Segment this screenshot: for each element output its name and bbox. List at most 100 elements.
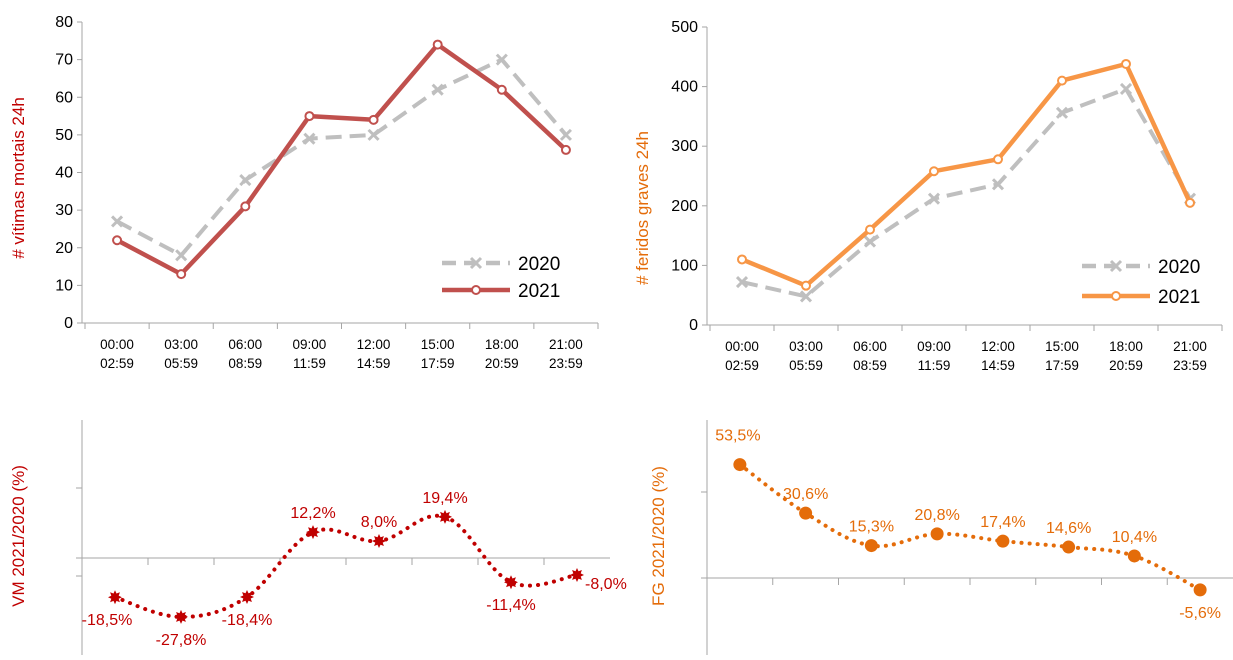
ratio-line xyxy=(737,462,1203,592)
data-point xyxy=(108,590,122,605)
data-point-2021 xyxy=(929,166,939,177)
x-tick-label: 08:59 xyxy=(853,358,887,373)
data-point xyxy=(504,575,518,590)
data-point-2021 xyxy=(112,235,123,246)
y-tick-label: 60 xyxy=(55,89,73,106)
data-label: -27,8% xyxy=(156,632,207,649)
x-tick-label: 18:00 xyxy=(485,337,519,352)
series-line-2020 xyxy=(741,87,1192,299)
legend: 2020 2021 xyxy=(442,254,560,302)
data-label: 12,2% xyxy=(290,505,335,522)
line-chart-injured: 0 100 200 300 400 500 00:00 02:59 03:00 05:59 06:0… xyxy=(633,19,1223,373)
x-tick-label: 23:59 xyxy=(549,356,583,371)
y-axis-label: # feridos graves 24h xyxy=(633,131,652,285)
data-label: 15,3% xyxy=(849,519,894,536)
x-tick-label: 21:00 xyxy=(1173,339,1207,354)
data-point-2021 xyxy=(993,154,1003,165)
x-tick-label: 15:00 xyxy=(421,337,455,352)
data-point xyxy=(864,539,878,553)
ratio-chart-injured: FG 2021/2020 (%) 53,5% 30,6% 15,3% 20,8% 17,4… xyxy=(649,420,1233,655)
x-tick-label: 09:00 xyxy=(917,339,951,354)
data-point-2021 xyxy=(1121,58,1131,69)
x-tick-label: 23:59 xyxy=(1173,358,1207,373)
x-tick-label: 11:59 xyxy=(918,358,951,373)
legend-marker-2020 xyxy=(1109,259,1123,273)
data-point-2020 xyxy=(991,178,1005,191)
data-point-2021 xyxy=(240,201,251,212)
x-tick-label: 20:59 xyxy=(1109,358,1143,373)
data-point-2020 xyxy=(303,132,316,145)
y-tick-label: 10 xyxy=(55,277,73,294)
x-tick-label: 20:59 xyxy=(485,356,519,371)
x-tick-label: 00:00 xyxy=(725,339,759,354)
x-tick-label: 21:00 xyxy=(549,337,583,352)
x-tick-label: 14:59 xyxy=(981,358,1015,373)
x-tick-label: 05:59 xyxy=(164,356,198,371)
data-point xyxy=(930,527,944,541)
x-tick-label: 02:59 xyxy=(100,356,134,371)
y-tick-label: 0 xyxy=(689,317,698,334)
data-label: 8,0% xyxy=(361,514,397,531)
data-point-2021 xyxy=(737,254,747,265)
ratio-line xyxy=(113,513,579,619)
data-point-2021 xyxy=(368,114,379,125)
data-point-2021 xyxy=(1057,75,1067,86)
data-point xyxy=(1062,540,1076,554)
data-point xyxy=(996,534,1010,548)
y-tick-label: 40 xyxy=(55,165,73,182)
data-label: 19,4% xyxy=(422,490,467,507)
data-point-2020 xyxy=(111,215,124,228)
y-tick-label: 400 xyxy=(671,79,698,96)
data-point-2020 xyxy=(495,53,508,66)
data-label: -8,0% xyxy=(585,576,627,593)
x-tick-label: 12:00 xyxy=(981,339,1015,354)
x-tick-label: 00:00 xyxy=(100,337,134,352)
data-point-2020 xyxy=(175,249,188,262)
data-label: -18,4% xyxy=(222,612,273,629)
data-point xyxy=(438,509,452,524)
data-label: -11,4% xyxy=(486,597,536,614)
data-point-2021 xyxy=(801,280,811,291)
line-chart-deaths: 0 10 20 30 40 50 60 70 80 00:00 02:59 03:00 05:59 06:… xyxy=(9,14,599,371)
data-point-2021 xyxy=(560,144,571,155)
data-point xyxy=(570,568,584,582)
data-label: 10,4% xyxy=(1112,529,1157,546)
x-tick-label: 06:00 xyxy=(228,337,262,352)
legend-label-2020: 2020 xyxy=(518,254,560,275)
x-tick-label: 12:00 xyxy=(357,337,391,352)
data-point-2020 xyxy=(735,276,749,289)
data-point xyxy=(1127,549,1141,563)
legend-label-2021: 2021 xyxy=(518,281,560,302)
legend-label-2020: 2020 xyxy=(1158,257,1200,278)
data-point xyxy=(799,506,813,520)
series-line-2021 xyxy=(116,42,568,277)
x-tick-label: 14:59 xyxy=(357,356,391,371)
data-point xyxy=(733,458,747,472)
data-point-2020 xyxy=(1119,82,1133,96)
legend-label-2021: 2021 xyxy=(1158,287,1200,308)
y-axis-label: FG 2021/2020 (%) xyxy=(649,466,668,606)
x-tick-label: 17:59 xyxy=(421,356,455,371)
data-label: 20,8% xyxy=(914,507,959,524)
data-point-2020 xyxy=(431,83,444,96)
x-tick-label: 17:59 xyxy=(1045,358,1079,373)
data-point-2020 xyxy=(559,128,572,141)
y-tick-label: 500 xyxy=(671,19,698,36)
data-point-2020 xyxy=(1055,106,1069,119)
data-point-2020 xyxy=(927,192,941,205)
data-point-2020 xyxy=(239,173,252,187)
data-label: -18,5% xyxy=(82,612,133,629)
x-tick-label: 03:00 xyxy=(789,339,823,354)
data-point-2021 xyxy=(304,111,315,122)
y-tick-label: 20 xyxy=(55,240,73,257)
x-tick-label: 11:59 xyxy=(293,356,326,371)
data-point-2020 xyxy=(799,290,813,303)
data-point-2021 xyxy=(432,39,443,50)
data-label: 30,6% xyxy=(783,486,828,503)
y-tick-label: 80 xyxy=(55,14,73,31)
x-tick-label: 09:00 xyxy=(293,337,327,352)
data-point-2020 xyxy=(863,235,877,248)
y-tick-label: 300 xyxy=(671,138,698,155)
data-label: -5,6% xyxy=(1179,605,1221,622)
